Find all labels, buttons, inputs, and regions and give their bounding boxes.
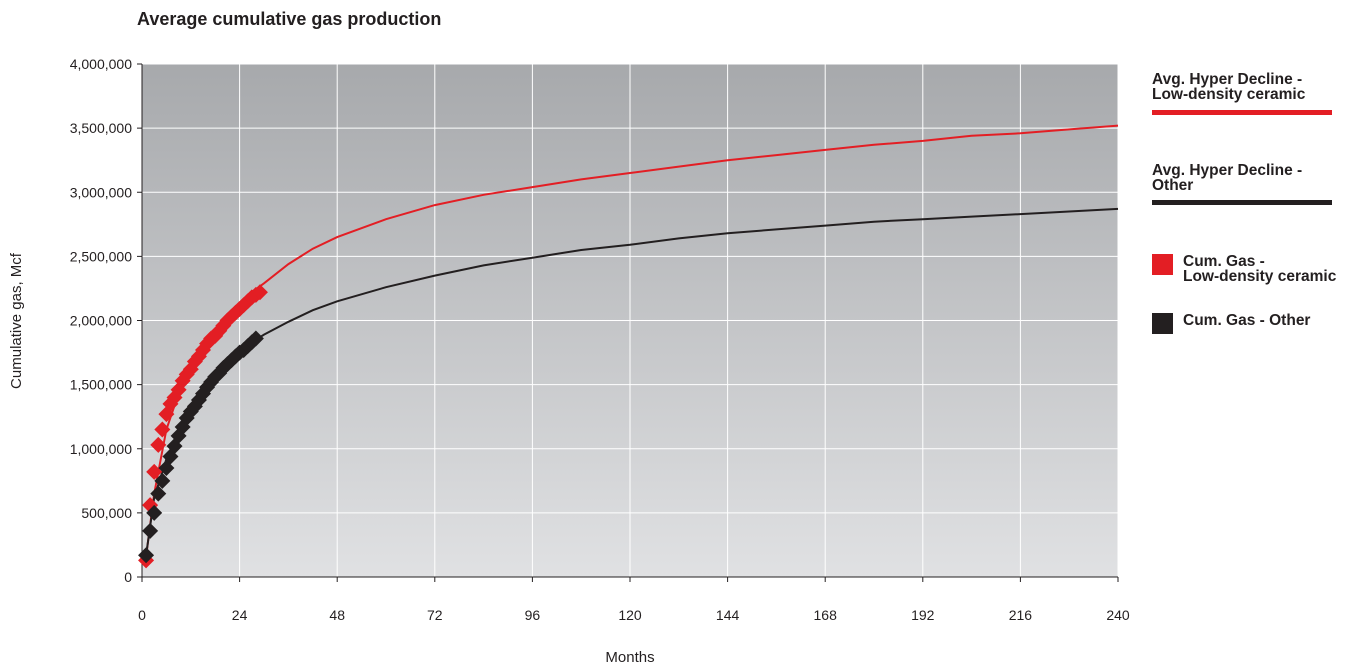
data-point <box>146 463 163 480</box>
y-tick-label: 0 <box>124 569 132 585</box>
x-tick-label: 216 <box>1009 607 1033 623</box>
series-group <box>138 330 264 564</box>
x-tick-label: 96 <box>525 607 541 623</box>
legend-label-cum-other: Cum. Gas - Other <box>1183 312 1311 329</box>
legend-label-hyper-other: Avg. Hyper Decline - Other <box>1152 162 1303 194</box>
legend-text-line: Low-density ceramic <box>1152 86 1306 103</box>
y-tick-label: 2,000,000 <box>70 313 132 329</box>
x-tick-label: 120 <box>618 607 642 623</box>
legend-text-line: Cum. Gas - <box>1183 253 1265 270</box>
data-point <box>142 522 159 539</box>
legend-text-line: Avg. Hyper Decline - <box>1152 71 1303 88</box>
y-tick-label: 3,000,000 <box>70 184 132 200</box>
y-tick-label: 1,500,000 <box>70 377 132 393</box>
data-point <box>247 330 264 347</box>
x-tick-label: 48 <box>329 607 345 623</box>
legend-text-line: Low-density ceramic <box>1183 268 1337 285</box>
x-tick-label: 144 <box>716 607 740 623</box>
x-tick-label: 240 <box>1106 607 1130 623</box>
data-point <box>138 547 155 564</box>
legend-swatch-cum-ceramic <box>1152 254 1173 275</box>
x-tick-label: 24 <box>232 607 248 623</box>
x-tick-label: 0 <box>138 607 146 623</box>
y-tick-label: 3,500,000 <box>70 120 132 136</box>
data-point <box>154 472 171 489</box>
gridlines <box>142 63 1119 577</box>
y-tick-label: 4,000,000 <box>70 56 132 72</box>
legend-label-hyper-ceramic: Avg. Hyper Decline - Low-density ceramic <box>1152 71 1306 103</box>
legend-text-line: Other <box>1152 177 1194 194</box>
legend-line-hyper-other <box>1152 200 1332 205</box>
data-point <box>251 284 268 301</box>
y-tick-label: 500,000 <box>81 505 132 521</box>
legend-swatch-cum-other <box>1152 313 1173 334</box>
y-tick-label: 2,500,000 <box>70 248 132 264</box>
y-axis-label: Cumulative gas, Mcf <box>8 252 25 389</box>
legend-text-line: Avg. Hyper Decline - <box>1152 162 1303 179</box>
tick-labels: 0 500,000 1,000,000 1,500,000 2,000,000 2,500… <box>70 56 1130 623</box>
x-tick-label: 168 <box>814 607 838 623</box>
x-axis-label: Months <box>605 649 654 665</box>
x-tick-label: 72 <box>427 607 443 623</box>
legend-label-cum-ceramic: Cum. Gas - Low-density ceramic <box>1183 253 1337 285</box>
data-point <box>150 485 167 502</box>
x-tick-label: 192 <box>911 607 935 623</box>
data-point <box>146 504 163 521</box>
axes <box>137 63 1119 582</box>
data-point <box>150 436 167 453</box>
legend-line-hyper-ceramic <box>1152 110 1332 115</box>
series <box>138 124 1119 569</box>
y-tick-label: 1,000,000 <box>70 441 132 457</box>
data-point <box>154 421 171 438</box>
chart-title: Average cumulative gas production <box>137 9 442 29</box>
